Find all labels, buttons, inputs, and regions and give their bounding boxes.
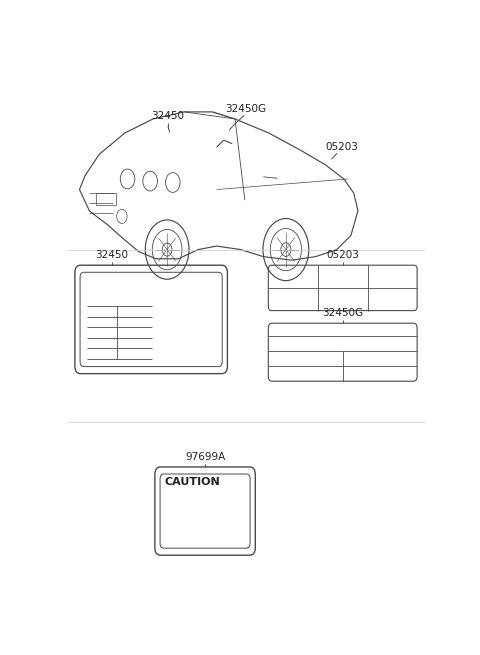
Text: 32450: 32450	[96, 250, 129, 260]
Text: 05203: 05203	[325, 141, 359, 152]
Text: 05203: 05203	[326, 250, 359, 260]
Text: 32450G: 32450G	[226, 104, 266, 114]
Text: CAUTION: CAUTION	[165, 477, 220, 487]
Text: 32450: 32450	[151, 111, 184, 121]
Text: 32450G: 32450G	[322, 308, 363, 318]
Text: 97699A: 97699A	[185, 452, 225, 462]
